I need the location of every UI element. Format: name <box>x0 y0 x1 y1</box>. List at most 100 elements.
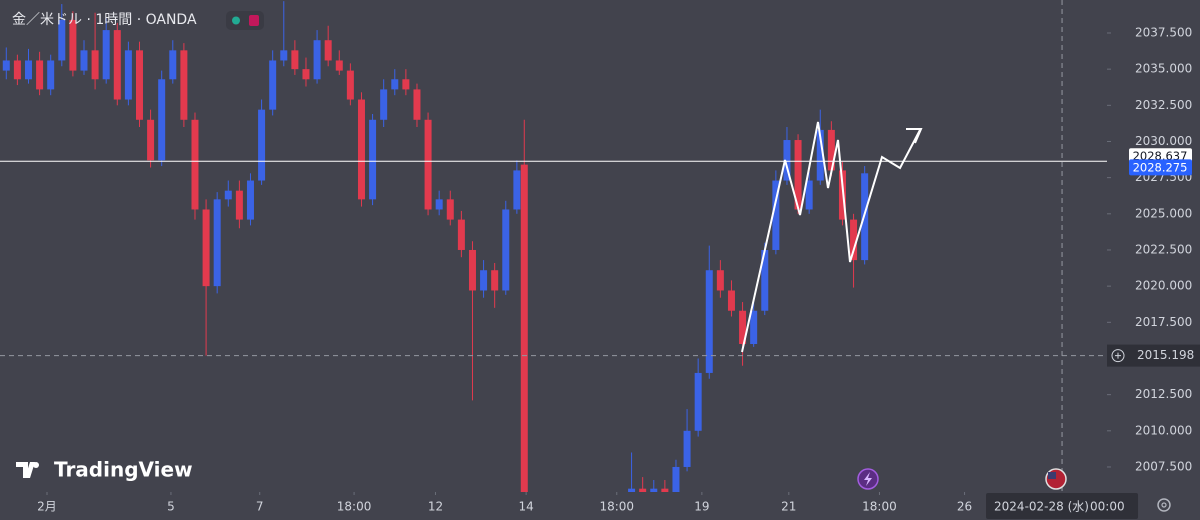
x-tick-label: 26 <box>957 500 972 514</box>
candle-body <box>102 30 110 80</box>
x-tick-label: 2月 <box>37 500 57 514</box>
chart-title: 金／米ドル · 1時間 · OANDA <box>12 12 197 28</box>
candle-body <box>380 89 388 120</box>
candle-layer <box>2 1 869 492</box>
candle-body <box>191 119 199 210</box>
candle-body <box>435 199 443 210</box>
x-tick-label: 5 <box>167 500 175 514</box>
y-tick-label: 2020.000 <box>1135 279 1192 293</box>
candle-body <box>369 119 377 200</box>
drawn-arrowhead <box>906 128 923 144</box>
candle-body <box>705 270 713 373</box>
crosshair-y-box <box>1107 344 1200 367</box>
candle-body <box>424 119 432 210</box>
candle-body <box>520 164 528 492</box>
candle-body <box>716 270 724 291</box>
status-green <box>232 16 240 25</box>
candle-body <box>727 290 735 311</box>
candle-body <box>761 249 769 311</box>
candle-body <box>258 109 266 181</box>
candle-body <box>805 180 813 210</box>
candle-body <box>269 60 277 110</box>
candle-body <box>783 140 791 181</box>
y-tick-label: 2012.500 <box>1135 387 1192 401</box>
crosshair-plus[interactable] <box>1111 349 1125 363</box>
candle-body <box>413 89 421 120</box>
candle-body <box>346 70 354 100</box>
crosshair-x-date: 2024-02-28 (水) <box>994 500 1089 514</box>
crosshair-plus-sign <box>1115 352 1121 359</box>
candle-body <box>639 488 647 492</box>
candle-body <box>357 99 365 200</box>
candle-body <box>80 50 88 71</box>
candle-body <box>302 69 310 80</box>
candle-body <box>91 50 99 80</box>
candle-body <box>180 50 188 120</box>
price-label-box <box>1129 159 1192 176</box>
candle-body <box>683 430 691 467</box>
candle-body <box>446 199 454 220</box>
candle-body <box>69 19 77 71</box>
candle-body <box>402 79 410 90</box>
candle-body <box>513 170 521 210</box>
y-tick-label: 2007.500 <box>1135 459 1192 473</box>
candle-body <box>36 60 44 90</box>
candle-body <box>468 249 476 291</box>
drawn-path <box>741 121 921 353</box>
candle-body <box>213 199 221 287</box>
y-tick-label: 2030.000 <box>1135 134 1192 148</box>
y-tick-label: 2032.500 <box>1135 98 1192 112</box>
x-tick-label: 21 <box>781 500 796 514</box>
candle-body <box>169 50 177 80</box>
y-tick-label: 2010.000 <box>1135 423 1192 437</box>
candle-body <box>491 270 499 291</box>
settings-icon[interactable] <box>1157 498 1171 512</box>
candle-body <box>13 60 21 80</box>
candle-body <box>47 60 55 90</box>
watermark-logo <box>16 462 39 478</box>
candle-body <box>739 310 747 345</box>
candle-body <box>628 488 636 492</box>
crosshair-x-box <box>986 493 1139 519</box>
candle-body <box>147 119 155 161</box>
candle-body <box>224 190 232 200</box>
flag-canton <box>1048 472 1056 479</box>
candle-body <box>794 140 802 210</box>
candle-body <box>202 209 210 287</box>
candle-body <box>2 60 10 71</box>
candle-body <box>235 190 243 220</box>
line-layer <box>0 0 1107 492</box>
y-tick-label: 2017.500 <box>1135 315 1192 329</box>
candle-body <box>480 270 488 291</box>
x-tick-label: 18:00 <box>862 500 897 514</box>
crosshair-x-time: 00:00 <box>1090 500 1125 514</box>
y-tick-label: 2022.500 <box>1135 242 1192 256</box>
candle-body <box>650 488 658 492</box>
candle-body <box>661 488 669 492</box>
price-label: 2028.275 <box>1133 160 1188 174</box>
y-tick-label: 2025.000 <box>1135 206 1192 220</box>
candle-body <box>335 60 343 71</box>
event-bolt <box>864 472 872 486</box>
x-tick-label: 12 <box>428 500 443 514</box>
x-tick-label: 19 <box>694 500 709 514</box>
candle-body <box>58 19 66 61</box>
candle-body <box>313 40 321 80</box>
x-tick-label: 14 <box>518 500 533 514</box>
candle-body <box>135 50 143 120</box>
candle-body <box>827 129 835 171</box>
status-red <box>249 15 259 26</box>
candle-body <box>850 219 858 261</box>
candle-body <box>324 40 332 61</box>
candle-body <box>672 466 680 492</box>
candle-body <box>750 310 758 345</box>
candle-body <box>457 219 465 250</box>
x-tick-label: 18:00 <box>337 500 372 514</box>
watermark: TradingView <box>54 458 193 482</box>
settings-dot <box>1161 502 1167 508</box>
candle-body <box>291 50 299 70</box>
